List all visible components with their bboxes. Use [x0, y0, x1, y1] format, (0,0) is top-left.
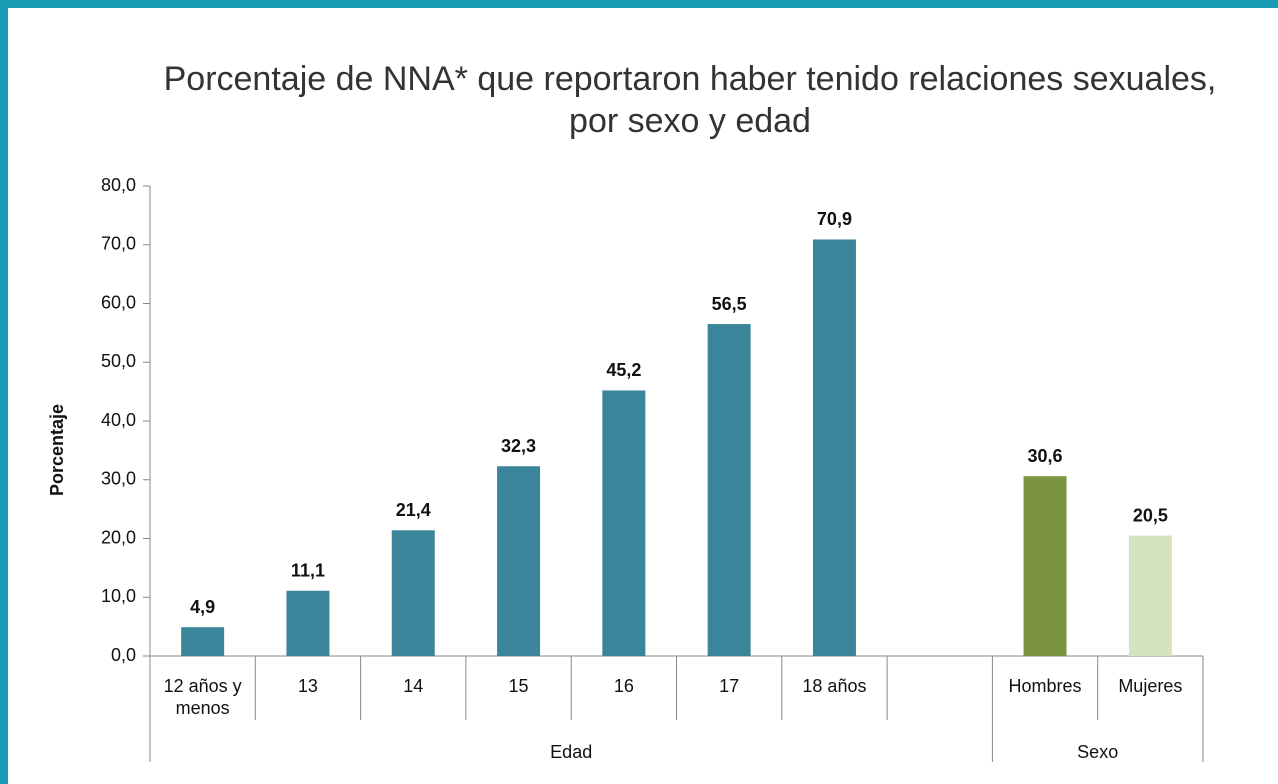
bar [1023, 476, 1067, 656]
bar [602, 390, 646, 656]
group-label: Sexo [1077, 742, 1119, 762]
border-top [0, 0, 1278, 8]
y-tick-label: 30,0 [101, 469, 136, 489]
x-tick-label: Hombres [1008, 676, 1082, 696]
x-tick-label: 15 [508, 676, 529, 696]
chart-title: Porcentaje de NNA* que reportaron haber … [163, 60, 1217, 140]
y-tick-label: 60,0 [101, 292, 136, 312]
bar [181, 627, 225, 656]
x-tick-label: 16 [613, 676, 634, 696]
x-tick-label: Mujeres [1118, 676, 1183, 696]
x-tick-label: 12 años y menos [163, 676, 242, 718]
value-label: 32,3 [501, 436, 536, 456]
value-label: 20,5 [1133, 505, 1168, 525]
x-tick-label: 18 años [802, 676, 867, 696]
value-label: 30,6 [1028, 446, 1063, 466]
value-label: 70,9 [817, 209, 852, 229]
y-axis-label: Porcentaje [47, 404, 67, 496]
value-label: 56,5 [712, 294, 747, 314]
y-tick-label: 40,0 [101, 410, 136, 430]
group-label: Edad [550, 742, 593, 762]
x-tick-label: 17 [719, 676, 740, 696]
value-label: 11,1 [291, 561, 325, 581]
border-left [0, 0, 8, 784]
bar [812, 239, 856, 656]
y-tick-label: 0,0 [111, 645, 136, 665]
x-tick-label: 14 [403, 676, 424, 696]
value-label: 45,2 [606, 360, 641, 380]
y-tick-label: 50,0 [101, 351, 136, 371]
y-tick-label: 20,0 [101, 527, 136, 547]
value-label: 21,4 [396, 500, 431, 520]
bar [497, 466, 541, 656]
bar [286, 590, 330, 656]
y-tick-label: 10,0 [101, 586, 136, 606]
bar [391, 530, 435, 656]
y-tick-label: 80,0 [101, 175, 136, 195]
bar [1128, 535, 1172, 656]
y-tick-label: 70,0 [101, 234, 136, 254]
bar [707, 324, 751, 656]
value-label: 4,9 [190, 597, 215, 617]
x-tick-label: 13 [297, 676, 318, 696]
